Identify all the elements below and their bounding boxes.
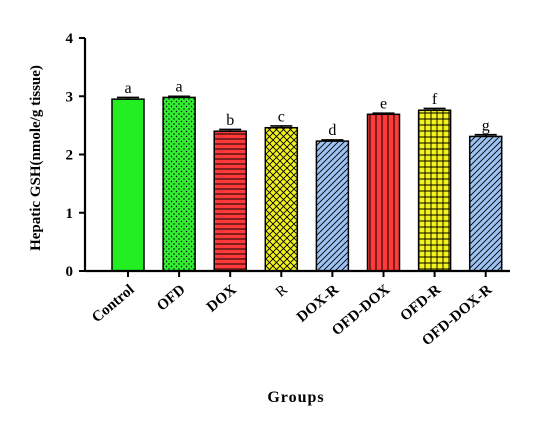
significance-label: d (328, 122, 336, 139)
bar-ofd-dox-r (468, 135, 503, 272)
bar-r (264, 126, 299, 272)
x-tick-label: Control (89, 282, 137, 326)
x-tick-label: R (273, 282, 291, 301)
bar-ofd-r (417, 109, 452, 272)
significance-label: a (176, 78, 183, 95)
bar-dox (213, 130, 247, 272)
significance-label: g (482, 117, 490, 134)
y-ticks: 0 1 2 3 4 (66, 31, 85, 280)
x-tick-label: OFD-R (397, 282, 444, 325)
y-tick-label: 1 (66, 206, 74, 222)
y-tick-label: 3 (66, 89, 74, 105)
y-axis-label: Hepatic GSH(nmole/g tissue) (28, 65, 44, 251)
y-tick-label: 2 (66, 148, 74, 164)
significance-label: b (226, 112, 234, 129)
x-tick-label: DOX (204, 282, 240, 316)
x-tick-label: OFD (154, 282, 189, 315)
bar-control (111, 98, 145, 272)
error-bars-layer (117, 95, 497, 142)
bars-layer (111, 96, 503, 272)
significance-label: f (432, 91, 438, 108)
significance-label: a (124, 80, 131, 97)
bar-ofd-dox (366, 113, 401, 272)
significance-label: e (380, 95, 387, 112)
y-tick-label: 0 (66, 264, 74, 280)
y-tick-label: 4 (66, 31, 74, 47)
bar-ofd (162, 96, 196, 272)
bar-dox-r (315, 140, 350, 272)
x-tick-label: DOX-R (294, 282, 342, 326)
significance-label: c (278, 109, 285, 126)
significance-labels-layer: a a b c d e f g (124, 78, 489, 139)
x-axis-label: Groups (267, 389, 324, 406)
